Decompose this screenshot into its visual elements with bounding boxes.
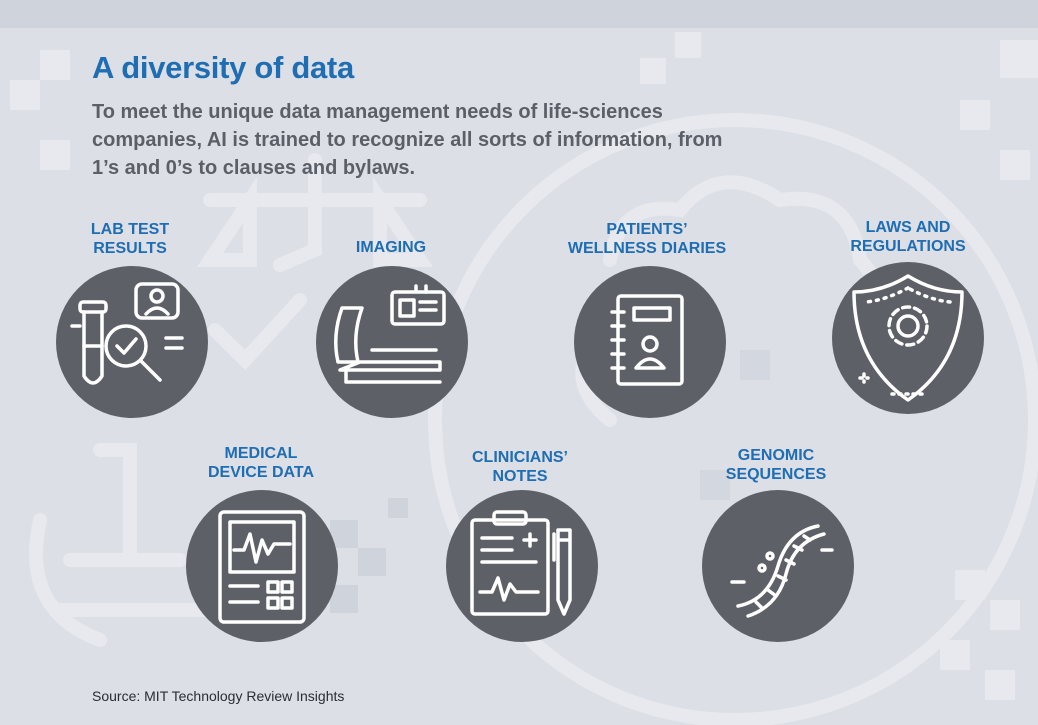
item-clinicians-notes xyxy=(446,490,598,642)
item-lab-test-results xyxy=(56,266,208,418)
mri-scanner-icon xyxy=(334,284,446,384)
label-imaging: IMAGING xyxy=(355,239,427,256)
label-clinicians-notes: CLINICIANS’ NOTES xyxy=(472,449,568,485)
page-subtitle: To meet the unique data management needs… xyxy=(92,101,723,179)
source-note: Source: MIT Technology Review Insights xyxy=(92,688,345,704)
item-genomic-sequences xyxy=(702,490,854,642)
item-imaging xyxy=(316,266,468,418)
dna-icon xyxy=(730,524,834,618)
label-laws-and-regulations: LAWS AND REGULATIONS xyxy=(850,219,966,255)
page-title: A diversity of data xyxy=(92,50,354,85)
label-patients-wellness-diaries: PATIENTS’ WELLNESS DIARIES xyxy=(567,221,727,257)
label-medical-device-data: MEDICAL DEVICE DATA xyxy=(207,445,315,481)
label-genomic-sequences: GENOMIC SEQUENCES xyxy=(725,447,827,483)
item-medical-device-data xyxy=(186,490,338,642)
top-band xyxy=(0,0,1038,28)
diary-icon xyxy=(610,294,684,386)
lab-test-icon xyxy=(70,282,184,385)
label-lab-test-results: LAB TEST RESULTS xyxy=(90,221,170,257)
monitor-device-icon xyxy=(218,510,306,624)
item-laws-and-regulations xyxy=(832,262,984,414)
item-patients-wellness-diaries xyxy=(574,266,726,418)
clipboard-icon xyxy=(470,510,572,616)
shield-gear-icon xyxy=(852,274,964,402)
